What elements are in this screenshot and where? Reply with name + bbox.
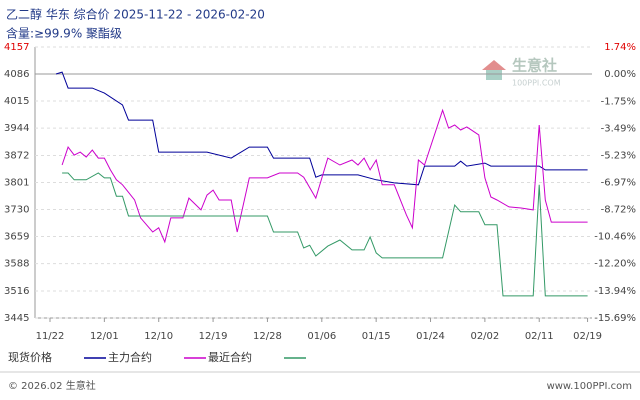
y2-tick-label: -1.75% bbox=[601, 96, 636, 107]
x-tick-label: 12/28 bbox=[253, 331, 282, 342]
x-tick-label: 11/22 bbox=[36, 331, 65, 342]
x-tick-label: 12/19 bbox=[199, 331, 228, 342]
chart-subtitle: 含量:≥99.9% 聚酯级 bbox=[6, 26, 122, 41]
y-tick-label: 4086 bbox=[4, 69, 29, 80]
y-tick-label: 3730 bbox=[4, 205, 29, 216]
y2-tick-label: -10.46% bbox=[594, 232, 636, 243]
y2-tick-label: 0.00% bbox=[604, 69, 636, 80]
y2-tick-label: -6.97% bbox=[601, 177, 636, 188]
x-tick-label: 01/06 bbox=[307, 331, 336, 342]
y-tick-label: 3801 bbox=[4, 178, 29, 189]
x-tick-label: 01/24 bbox=[416, 331, 445, 342]
y2-tick-label: -12.20% bbox=[594, 259, 636, 270]
legend-label: 主力合约 bbox=[108, 350, 152, 364]
legend-label: 最近合约 bbox=[208, 350, 252, 364]
watermark: 生意社 100PPI.COM bbox=[482, 57, 561, 88]
y2-tick-label: -3.49% bbox=[601, 123, 636, 134]
watermark-name: 生意社 bbox=[512, 57, 557, 75]
series-line bbox=[62, 172, 588, 297]
y-tick-label: 3445 bbox=[4, 313, 29, 324]
x-tick-label: 02/11 bbox=[525, 331, 554, 342]
y2-tick-label: -15.69% bbox=[594, 313, 636, 324]
x-tick-label: 12/10 bbox=[144, 331, 173, 342]
y-tick-label: 3588 bbox=[4, 259, 29, 270]
watermark-url: 100PPI.COM bbox=[512, 79, 561, 88]
legend-label: 现货价格 bbox=[8, 350, 52, 364]
y2-tick-label: 1.74% bbox=[604, 42, 636, 53]
y2-tick-label: -13.94% bbox=[594, 286, 636, 297]
y-tick-label: 3872 bbox=[4, 150, 29, 161]
x-tick-label: 02/19 bbox=[573, 331, 602, 342]
chart-title: 乙二醇 华东 综合价 2025-11-22 - 2026-02-20 bbox=[6, 7, 265, 22]
footer-site: www.100PPI.com bbox=[547, 381, 632, 392]
y-tick-label: 4157 bbox=[4, 42, 29, 53]
y-tick-label: 4015 bbox=[4, 96, 29, 107]
logo-icon bbox=[486, 70, 502, 80]
x-tick-label: 01/15 bbox=[362, 331, 391, 342]
series-line bbox=[61, 108, 588, 244]
y-tick-label: 3516 bbox=[4, 286, 29, 297]
footer-copyright: © 2026.02 生意社 bbox=[8, 379, 96, 392]
y2-tick-label: -8.72% bbox=[601, 205, 636, 216]
x-tick-label: 02/02 bbox=[470, 331, 499, 342]
logo-icon bbox=[482, 60, 506, 70]
series-line bbox=[55, 71, 588, 186]
y2-tick-label: -5.23% bbox=[601, 150, 636, 161]
y-tick-label: 3944 bbox=[4, 123, 29, 134]
x-tick-label: 12/01 bbox=[90, 331, 119, 342]
y-tick-label: 3659 bbox=[4, 232, 29, 243]
